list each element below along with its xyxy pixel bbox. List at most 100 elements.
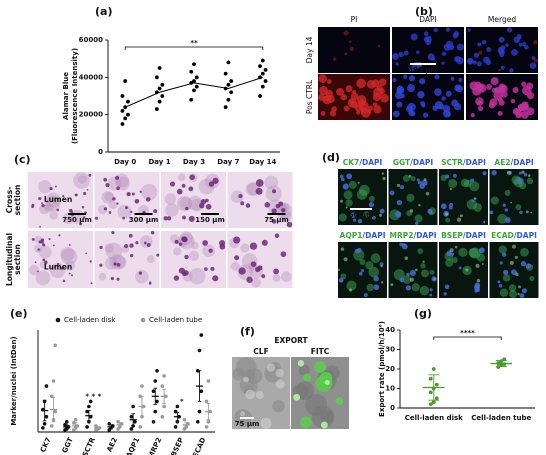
cell — [111, 231, 115, 235]
x-tick-label: ECAD — [191, 436, 207, 455]
cell — [422, 260, 425, 263]
cell — [54, 185, 57, 188]
data-point — [126, 99, 130, 104]
cell — [255, 187, 263, 195]
cell — [443, 292, 447, 296]
data-point — [197, 409, 202, 414]
stain-label: AE2/DAPI — [494, 158, 533, 167]
cell — [35, 270, 51, 286]
cell — [315, 375, 333, 392]
cell — [396, 85, 404, 93]
cell — [150, 231, 155, 235]
cell — [392, 110, 400, 118]
cell — [112, 255, 127, 270]
cell — [280, 271, 292, 283]
cell — [340, 273, 347, 280]
cell — [349, 40, 352, 43]
cell — [208, 248, 213, 253]
cell — [399, 277, 405, 283]
cell — [145, 197, 151, 202]
cell — [188, 215, 195, 222]
significance-label: ** — [190, 39, 198, 47]
cell — [139, 190, 142, 193]
cell — [470, 178, 475, 183]
cell — [422, 112, 429, 118]
cell — [477, 42, 482, 47]
cell — [240, 201, 245, 206]
cell — [498, 284, 503, 288]
scale-bar-label: 75 µm — [264, 216, 289, 224]
lumen-label: Lumen — [44, 195, 72, 204]
marker-name: BSEP — [441, 231, 463, 240]
cell — [343, 105, 350, 112]
y-tick-label: 0 — [390, 404, 395, 412]
cell — [65, 260, 76, 271]
cell — [509, 68, 514, 73]
data-point — [85, 425, 89, 429]
cell — [456, 43, 464, 51]
cell — [134, 198, 140, 204]
cell — [116, 277, 120, 281]
cell — [526, 107, 535, 116]
cell — [472, 60, 477, 65]
stain-name: /DAPI — [362, 231, 385, 240]
panel-title: EXPORT — [274, 336, 308, 345]
cell — [373, 284, 380, 290]
legend-label: Cell-laden tube — [149, 316, 202, 324]
cell — [510, 201, 513, 204]
micrograph — [94, 231, 160, 288]
stain-name: /DAPI — [413, 231, 436, 240]
cell — [184, 254, 189, 260]
cell — [417, 180, 422, 185]
data-point — [226, 82, 231, 87]
data-point — [64, 420, 69, 424]
cell — [515, 204, 522, 210]
cell — [427, 208, 433, 214]
cell — [146, 255, 155, 264]
cell — [408, 110, 414, 116]
row-label: section — [13, 244, 22, 275]
cell — [368, 195, 375, 202]
data-point — [126, 112, 130, 117]
cell — [297, 360, 305, 367]
cell — [411, 283, 420, 292]
cell — [89, 260, 92, 263]
cell — [521, 170, 525, 174]
data-point — [428, 390, 433, 395]
cell — [105, 183, 110, 188]
cell — [349, 99, 355, 105]
cell — [39, 225, 41, 228]
data-point — [260, 71, 265, 76]
cell — [497, 213, 508, 224]
cell — [409, 66, 415, 72]
data-point — [155, 399, 159, 404]
cell — [212, 275, 219, 282]
cell — [135, 269, 149, 284]
data-point — [162, 374, 166, 378]
panel-label: (f) — [240, 325, 255, 338]
y-axis-label: (Fluorescence Intensity) — [71, 48, 79, 144]
cell — [441, 96, 446, 101]
data-point — [173, 425, 178, 429]
data-point — [192, 79, 196, 83]
cell — [425, 39, 432, 46]
cell — [166, 216, 172, 221]
cell — [511, 269, 517, 276]
cell — [469, 247, 481, 259]
cell — [417, 90, 425, 99]
cell — [497, 280, 501, 284]
cell — [205, 203, 212, 210]
cell — [485, 59, 492, 66]
error-bar — [131, 413, 135, 427]
cell — [348, 180, 357, 189]
cell — [68, 272, 71, 275]
data-point — [157, 99, 162, 104]
error-bar — [428, 374, 440, 401]
row-label: Cross- — [5, 187, 14, 213]
cell — [353, 218, 357, 222]
cell — [402, 174, 410, 182]
data-point — [194, 75, 199, 80]
cell — [42, 258, 46, 262]
error-bar — [118, 422, 122, 428]
cell — [475, 97, 484, 106]
